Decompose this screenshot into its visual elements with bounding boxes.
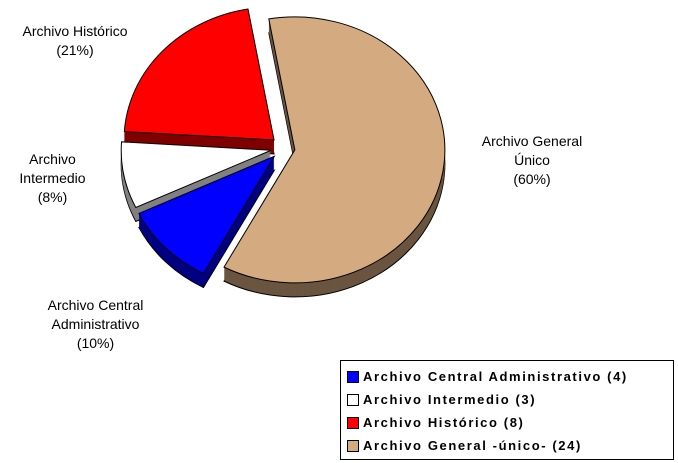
slice-label: Archivo Central Administrativo (10%) [28, 296, 163, 353]
legend-item: Archivo Intermedio (3) [347, 388, 667, 411]
legend-label: Archivo Central Administrativo (4) [363, 369, 628, 384]
slice-name: Archivo Intermedio [19, 151, 86, 186]
slice-label: Archivo General Único (60%) [472, 132, 592, 189]
legend-swatch [347, 393, 359, 406]
slice [120, 141, 272, 209]
slice-percent: (60%) [513, 171, 551, 187]
legend-item: Archivo Histórico (8) [347, 411, 667, 434]
slice-label: Archivo Intermedio (8%) [15, 150, 90, 207]
slice [123, 8, 275, 141]
slice-percent: (21%) [56, 42, 94, 58]
legend-swatch [347, 439, 359, 452]
legend-swatch [347, 370, 359, 383]
legend-label: Archivo Histórico (8) [363, 415, 525, 430]
slice-name: Archivo General Único [481, 133, 583, 168]
slice-label: Archivo Histórico (21%) [0, 22, 150, 60]
legend-item: Archivo Central Administrativo (4) [347, 365, 667, 388]
slice-percent: (10%) [76, 335, 115, 351]
slice-name: Archivo Histórico [22, 23, 128, 39]
legend-label: Archivo Intermedio (3) [363, 392, 537, 407]
legend-item: Archivo General -único- (24) [347, 434, 667, 457]
legend-label: Archivo General -único- (24) [363, 438, 582, 453]
slice-percent: (8%) [37, 189, 68, 205]
legend: Archivo Central Administrativo (4) Archiv… [340, 360, 674, 460]
slice [138, 155, 276, 275]
legend-swatch [347, 416, 359, 429]
slice-name: Archivo Central Administrativo [47, 297, 144, 332]
slice [223, 16, 446, 284]
